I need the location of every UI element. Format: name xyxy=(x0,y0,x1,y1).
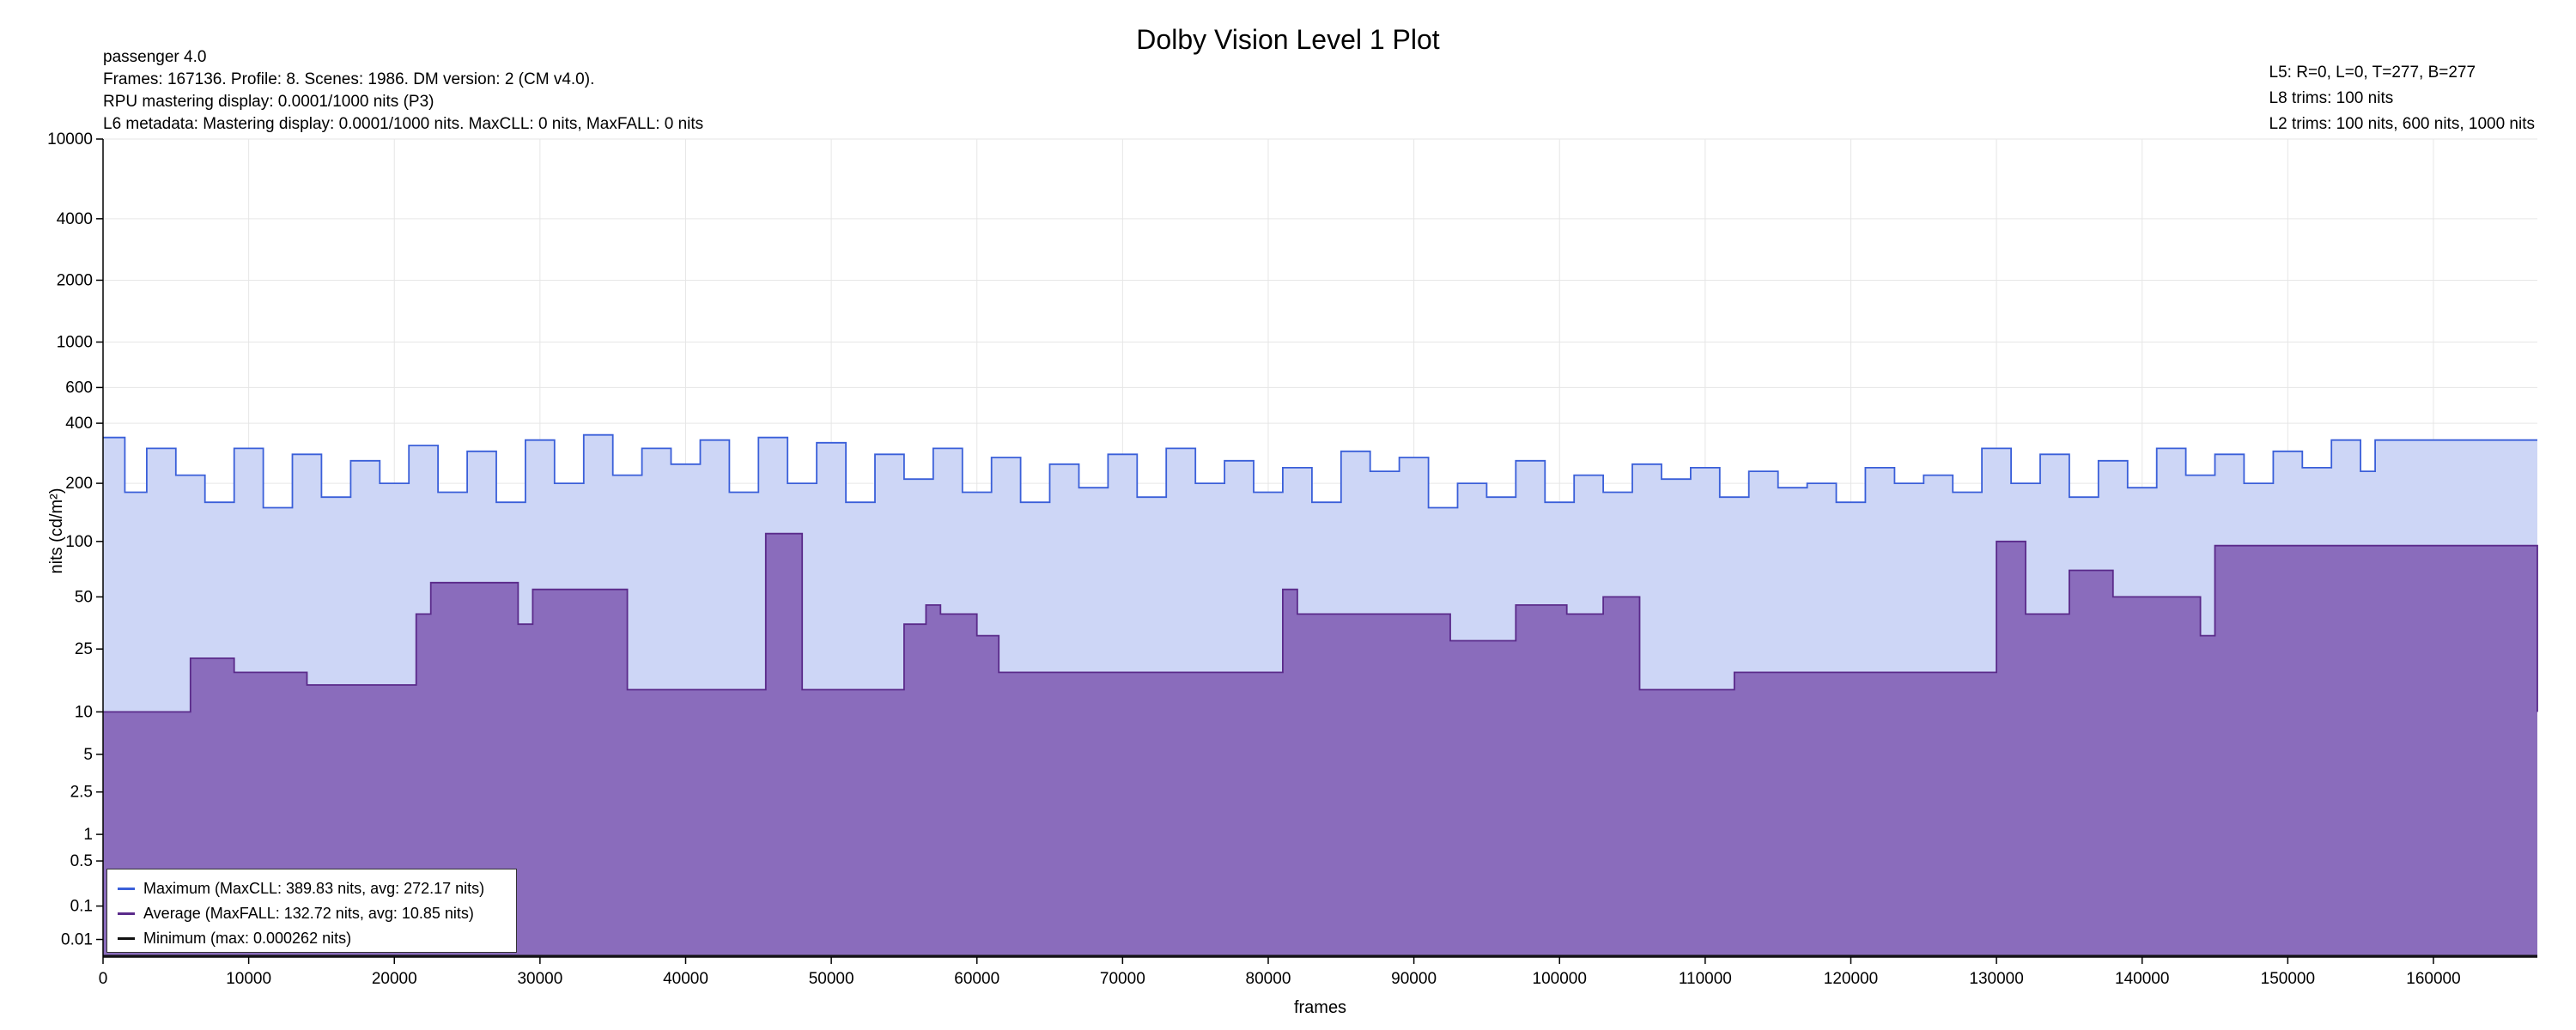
legend-item-average: Average (MaxFALL: 132.72 nits, avg: 10.8… xyxy=(118,901,506,926)
x-tick-label: 40000 xyxy=(663,970,708,988)
y-axis-label: nits (cd/m²) xyxy=(47,488,66,574)
legend-label-maximum: Maximum (MaxCLL: 389.83 nits, avg: 272.1… xyxy=(143,880,485,897)
legend-item-minimum: Minimum (max: 0.000262 nits) xyxy=(118,926,506,951)
y-tick-label: 50 xyxy=(75,588,93,606)
info-line-l2: L2 trims: 100 nits, 600 nits, 1000 nits xyxy=(2269,115,2535,133)
legend-item-maximum: Maximum (MaxCLL: 389.83 nits, avg: 272.1… xyxy=(118,876,506,901)
series-maximum-line xyxy=(103,433,2537,509)
x-tick-label: 0 xyxy=(99,970,108,988)
x-tick-label: 140000 xyxy=(2115,970,2169,988)
chart-legend: Maximum (MaxCLL: 389.83 nits, avg: 272.1… xyxy=(106,869,517,953)
x-axis-label: frames xyxy=(1294,998,1346,1017)
series-average-area xyxy=(103,533,2537,957)
info-left: passenger 4.0 Frames: 167136. Profile: 8… xyxy=(103,46,703,136)
legend-swatch-average xyxy=(118,912,135,915)
y-tick-label: 200 xyxy=(65,475,93,493)
info-line-l8: L8 trims: 100 nits xyxy=(2269,89,2394,107)
x-tick-label: 30000 xyxy=(517,970,562,988)
x-tick-label: 100000 xyxy=(1533,970,1587,988)
x-tick-label: 80000 xyxy=(1246,970,1291,988)
legend-swatch-minimum xyxy=(118,937,135,940)
y-tick-label: 0.01 xyxy=(61,931,93,949)
x-tick-label: 70000 xyxy=(1100,970,1145,988)
legend-label-minimum: Minimum (max: 0.000262 nits) xyxy=(143,930,352,947)
y-tick-label: 25 xyxy=(75,640,93,658)
info-line-l5: L5: R=0, L=0, T=277, B=277 xyxy=(2269,64,2476,82)
x-tick-label: 90000 xyxy=(1391,970,1437,988)
x-tick-label: 50000 xyxy=(809,970,854,988)
x-tick-label: 120000 xyxy=(1824,970,1878,988)
y-tick-label: 600 xyxy=(65,379,93,397)
info-right: L5: R=0, L=0, T=277, B=277 L8 trims: 100… xyxy=(2269,60,2535,137)
series-average-line xyxy=(103,532,2538,713)
y-tick-label: 400 xyxy=(65,415,93,433)
x-tick-label: 60000 xyxy=(954,970,999,988)
chart-title: Dolby Vision Level 1 Plot xyxy=(1136,24,1440,55)
x-tick-label: 10000 xyxy=(226,970,271,988)
y-tick-label: 10000 xyxy=(47,130,93,148)
legend-swatch-maximum xyxy=(118,888,135,890)
x-tick-label: 110000 xyxy=(1679,970,1732,988)
legend-label-average: Average (MaxFALL: 132.72 nits, avg: 10.8… xyxy=(143,905,474,922)
info-line-name: passenger 4.0 xyxy=(103,48,207,66)
y-tick-label: 5 xyxy=(83,746,93,764)
y-tick-label: 0.1 xyxy=(70,898,93,916)
y-tick-label: 10 xyxy=(75,703,93,721)
y-tick-label: 100 xyxy=(65,533,93,551)
info-line-frames: Frames: 167136. Profile: 8. Scenes: 1986… xyxy=(103,70,595,88)
y-tick-label: 2.5 xyxy=(70,784,93,802)
y-tick-label: 4000 xyxy=(57,210,93,228)
y-tick-label: 1 xyxy=(83,826,93,844)
info-line-l6: L6 metadata: Mastering display: 0.0001/1… xyxy=(103,115,704,133)
x-tick-label: 160000 xyxy=(2406,970,2460,988)
y-tick-label: 2000 xyxy=(57,271,93,289)
y-tick-label: 0.5 xyxy=(70,852,93,870)
x-tick-label: 20000 xyxy=(372,970,417,988)
x-tick-label: 150000 xyxy=(2261,970,2315,988)
y-tick-label: 1000 xyxy=(57,334,93,352)
x-tick-label: 130000 xyxy=(1969,970,2023,988)
info-line-rpu: RPU mastering display: 0.0001/1000 nits … xyxy=(103,93,434,111)
